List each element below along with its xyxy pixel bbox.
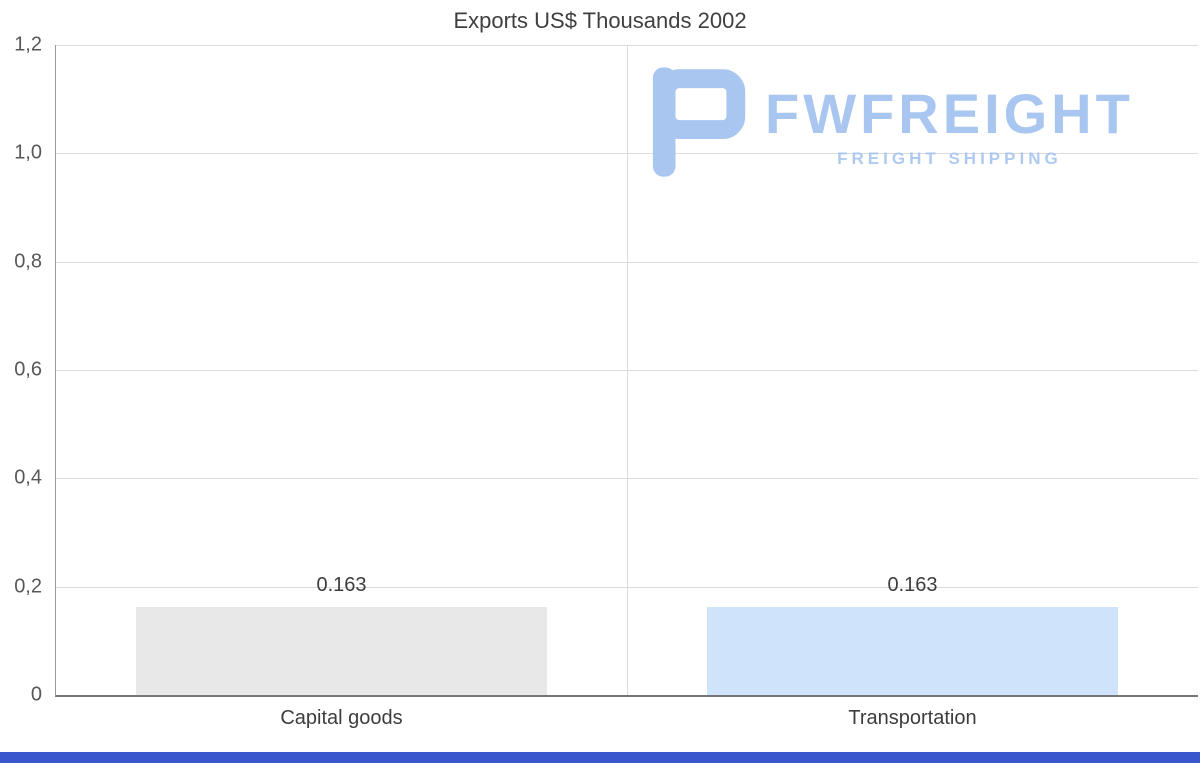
y-tick-label: 0,2: [14, 575, 42, 598]
bar-value-label: 0.163: [316, 573, 367, 596]
chart-title: Exports US$ Thousands 2002: [453, 8, 747, 33]
bars-layer: 0.163 0.163: [56, 45, 1198, 695]
y-tick-label: 0,6: [14, 358, 42, 381]
y-tick-label: 1,0: [14, 141, 42, 164]
bar-transportation[interactable]: [706, 606, 1119, 695]
y-tick-label: 0,4: [14, 466, 42, 489]
y-tick-label: 0: [30, 683, 42, 706]
x-axis-labels: Capital goods Transportation: [56, 695, 1198, 743]
x-axis-label: Capital goods: [280, 707, 403, 729]
y-tick-label: 1,2: [14, 33, 42, 56]
y-tick-label: 0,8: [14, 250, 42, 273]
bar-value-label: 0.163: [887, 573, 938, 596]
bar-capital-goods[interactable]: [135, 606, 548, 695]
x-axis-label: Transportation: [848, 707, 977, 729]
gridline-vertical: [627, 45, 628, 695]
footer-bar: [0, 752, 1200, 763]
plot-area: 0 0,2 0,4 0,6 0,8 1,0 1,2 FWFREIGHT FREIGHT SH…: [14, 34, 1198, 729]
